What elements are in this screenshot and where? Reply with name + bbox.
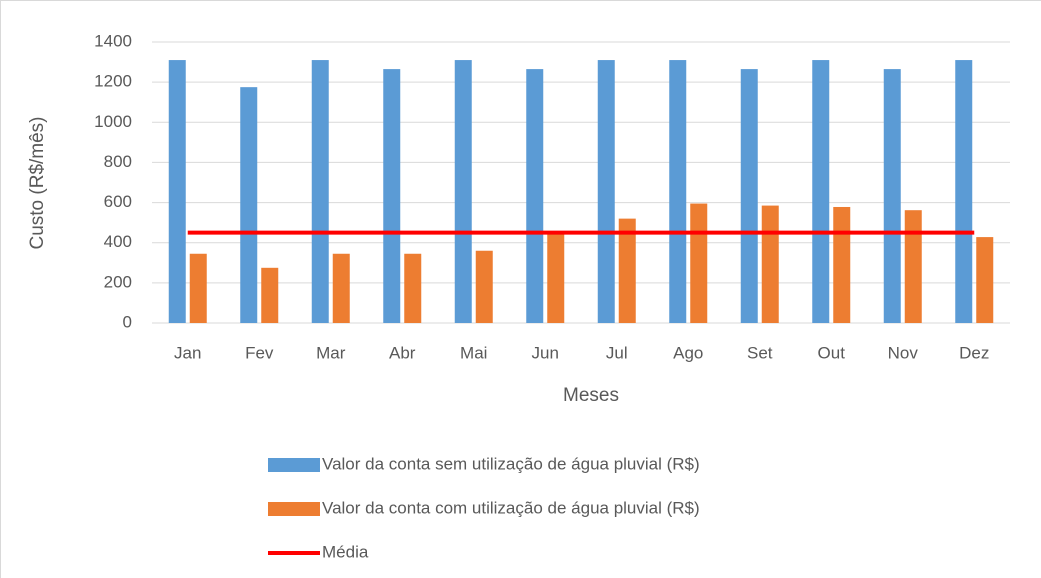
bar <box>955 60 973 324</box>
bar <box>404 253 422 323</box>
bar <box>976 237 994 323</box>
bar <box>904 210 922 323</box>
x-tick-label: Set <box>747 343 773 362</box>
legend-label: Média <box>322 542 369 561</box>
bar <box>618 218 636 323</box>
bar <box>833 206 851 323</box>
y-tick-label: 800 <box>104 152 132 171</box>
x-tick-label: Jul <box>606 343 628 362</box>
bar <box>168 60 186 324</box>
legend-swatch <box>268 458 320 472</box>
x-tick-label: Fev <box>245 343 274 362</box>
y-tick-label: 1000 <box>94 112 132 131</box>
bar <box>240 87 258 324</box>
bar <box>332 253 350 323</box>
legend-label: Valor da conta com utilização de água pl… <box>322 498 700 517</box>
x-tick-label: Nov <box>888 343 919 362</box>
x-tick-label: Mai <box>460 343 487 362</box>
bar <box>761 205 779 323</box>
bar <box>597 60 615 324</box>
bar <box>311 60 329 324</box>
y-tick-label: 600 <box>104 192 132 211</box>
y-axis-label: Custo (R$/mês) <box>27 116 48 249</box>
x-tick-label: Mar <box>316 343 346 362</box>
bar <box>669 60 687 324</box>
x-tick-label: Ago <box>673 343 703 362</box>
y-tick-label: 1400 <box>94 31 132 50</box>
bar <box>690 203 708 323</box>
bar <box>547 231 565 323</box>
y-tick-label: 400 <box>104 232 132 251</box>
bar <box>454 60 472 324</box>
bar <box>383 69 401 323</box>
bar <box>812 60 830 324</box>
y-tick-label: 200 <box>104 272 132 291</box>
bar <box>189 253 207 323</box>
bar <box>883 69 901 323</box>
y-tick-label: 1200 <box>94 72 132 91</box>
x-tick-label: Jun <box>532 343 559 362</box>
y-tick-label: 0 <box>123 312 132 331</box>
legend-label: Valor da conta sem utilização de água pl… <box>322 454 700 473</box>
bar <box>261 267 279 323</box>
bar <box>475 250 493 323</box>
legend-swatch <box>268 502 320 516</box>
x-tick-label: Dez <box>959 343 989 362</box>
bar <box>526 69 544 323</box>
x-tick-label: Jan <box>174 343 201 362</box>
x-tick-label: Abr <box>389 343 416 362</box>
x-axis-label: Meses <box>563 385 619 406</box>
x-tick-label: Out <box>818 343 846 362</box>
bar <box>740 69 758 323</box>
